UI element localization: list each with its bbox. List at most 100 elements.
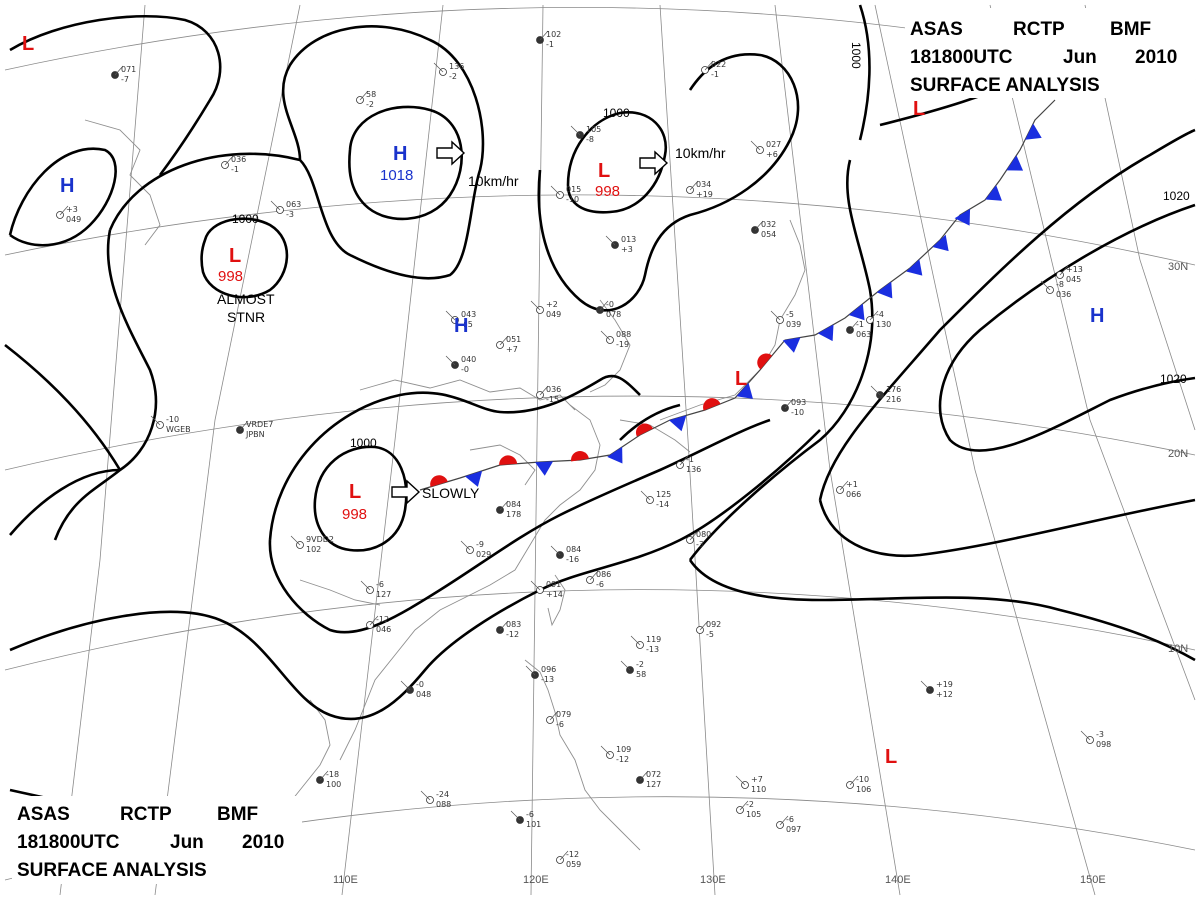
wind-barb-icon xyxy=(1040,280,1051,291)
pressure-centers: H 1018 L 998 L 998 L 998 H H H L L L L xyxy=(22,33,1104,768)
meridian-110e xyxy=(341,4,444,896)
isobar-high-1020-east xyxy=(938,203,1196,452)
isobar-central-trough xyxy=(537,53,800,312)
station-pressure: 102 xyxy=(546,30,561,39)
cold-front-triangle xyxy=(1006,155,1024,171)
coast-south-china xyxy=(299,579,381,606)
station-pressure: -5 xyxy=(786,310,794,319)
station-tendency: +7 xyxy=(506,345,518,354)
station-tendency: -1 xyxy=(231,165,239,174)
wind-barb-icon xyxy=(679,455,689,466)
movement-label: SLOWLY xyxy=(422,485,480,501)
station-tendency: WGEB xyxy=(166,425,191,434)
wind-barb-icon xyxy=(600,330,611,341)
isobar-south-1 xyxy=(9,429,821,721)
lon-label: 150E xyxy=(1080,874,1106,886)
station-pressure: 036 xyxy=(231,155,246,164)
station-pressure: 109 xyxy=(616,745,631,754)
parallel-10n xyxy=(4,589,1196,671)
isobar-low-998-south xyxy=(313,445,408,552)
station-tendency: JPBN xyxy=(245,430,265,439)
coast-mongolia-area xyxy=(84,119,161,246)
station-tendency: 059 xyxy=(566,860,581,869)
station-tendency: -13 xyxy=(541,675,554,684)
station-tendency: +3 xyxy=(621,245,633,254)
station-tendency: -2 xyxy=(366,100,374,109)
graticule-labels: 110E 110E 120E 130E 140E 150E 30N 20N 10… xyxy=(147,261,1188,886)
low-center-letter: L xyxy=(22,33,34,55)
wind-barb-icon xyxy=(319,770,329,781)
wind-barb-icon xyxy=(510,810,521,821)
title-year: 2010 xyxy=(242,832,284,853)
wind-barb-icon xyxy=(270,200,281,211)
station-pressure: 084 xyxy=(506,500,521,509)
wind-barb-icon xyxy=(870,385,881,396)
cold-front-triangle xyxy=(782,337,801,353)
station-pressure: 022 xyxy=(711,60,726,69)
title-code: BMF xyxy=(1110,19,1151,40)
station-tendency: 039 xyxy=(786,320,801,329)
station-tendency: +14 xyxy=(546,590,563,599)
title-type: SURFACE ANALYSIS xyxy=(17,860,207,881)
wind-barb-icon xyxy=(420,790,431,801)
station-pressure: -1 xyxy=(856,320,864,329)
wind-barb-icon xyxy=(460,540,471,551)
station-tendency: 105 xyxy=(746,810,761,819)
coast-china-east xyxy=(339,404,601,761)
isobar-far-north xyxy=(9,15,222,176)
wind-barb-icon xyxy=(359,90,369,101)
station-pressure: 9VDD2 xyxy=(306,535,334,544)
title-agency: ASAS xyxy=(17,804,70,825)
station-tendency: 100 xyxy=(326,780,341,789)
cold-front-triangle xyxy=(848,303,865,321)
graticule xyxy=(4,4,1196,896)
station-tendency: -3 xyxy=(696,540,704,549)
station-pressure: -3 xyxy=(1096,730,1104,739)
isobar-label: 1000 xyxy=(849,42,863,69)
cold-front-triangle xyxy=(607,446,623,464)
lon-label: 110E xyxy=(333,874,358,886)
meridian-120e xyxy=(530,4,544,896)
station-tendency: +19 xyxy=(696,190,713,199)
isobar-east-south xyxy=(818,498,1196,558)
wind-barb-icon xyxy=(754,220,764,231)
isobar-labels: 1000 1000 1000 1000 1020 1020 xyxy=(232,42,1190,450)
title-time: 181800UTC xyxy=(910,47,1013,68)
wind-barb-icon xyxy=(599,300,609,311)
isobar-high-1018 xyxy=(348,105,463,221)
station-tendency: 130 xyxy=(876,320,891,329)
station-pressure: 093 xyxy=(791,398,806,407)
wind-barb-icon xyxy=(445,355,456,366)
station-tendency: 58 xyxy=(636,670,646,679)
station-tendency: 102 xyxy=(306,545,321,554)
station-pressure: -18 xyxy=(326,770,339,779)
almost-label: ALMOST xyxy=(217,291,275,307)
wind-barb-icon xyxy=(114,65,124,76)
coast-yangtze xyxy=(469,444,536,486)
coast-japan xyxy=(659,219,806,421)
wind-barb-icon xyxy=(739,800,749,811)
wind-barb-icon xyxy=(499,500,509,511)
station-tendency: 178 xyxy=(506,510,521,519)
isobar-label: 1020 xyxy=(1160,372,1187,386)
cold-front-triangle xyxy=(954,208,971,226)
isobar-central-north xyxy=(108,25,485,280)
isobar-kyushu xyxy=(619,403,681,441)
low-center-letter: L xyxy=(229,245,241,267)
wind-barb-icon xyxy=(239,420,249,431)
station-tendency: 049 xyxy=(546,310,561,319)
warm-front-semicircle xyxy=(430,475,448,487)
wind-barb-icon xyxy=(539,385,549,396)
meridian-130e xyxy=(659,4,716,896)
cold-front-triangle xyxy=(535,461,554,476)
wind-barb-icon xyxy=(150,415,161,426)
coast-taiwan xyxy=(547,574,566,627)
wind-barb-icon xyxy=(689,530,699,541)
parallel-30n xyxy=(4,194,1196,266)
lon-label: 130E xyxy=(700,874,726,886)
isobar-label: 1020 xyxy=(1163,189,1190,203)
cold-front-triangle xyxy=(1025,123,1042,140)
high-center-letter: H xyxy=(60,175,74,197)
wind-barb-icon xyxy=(550,545,561,556)
